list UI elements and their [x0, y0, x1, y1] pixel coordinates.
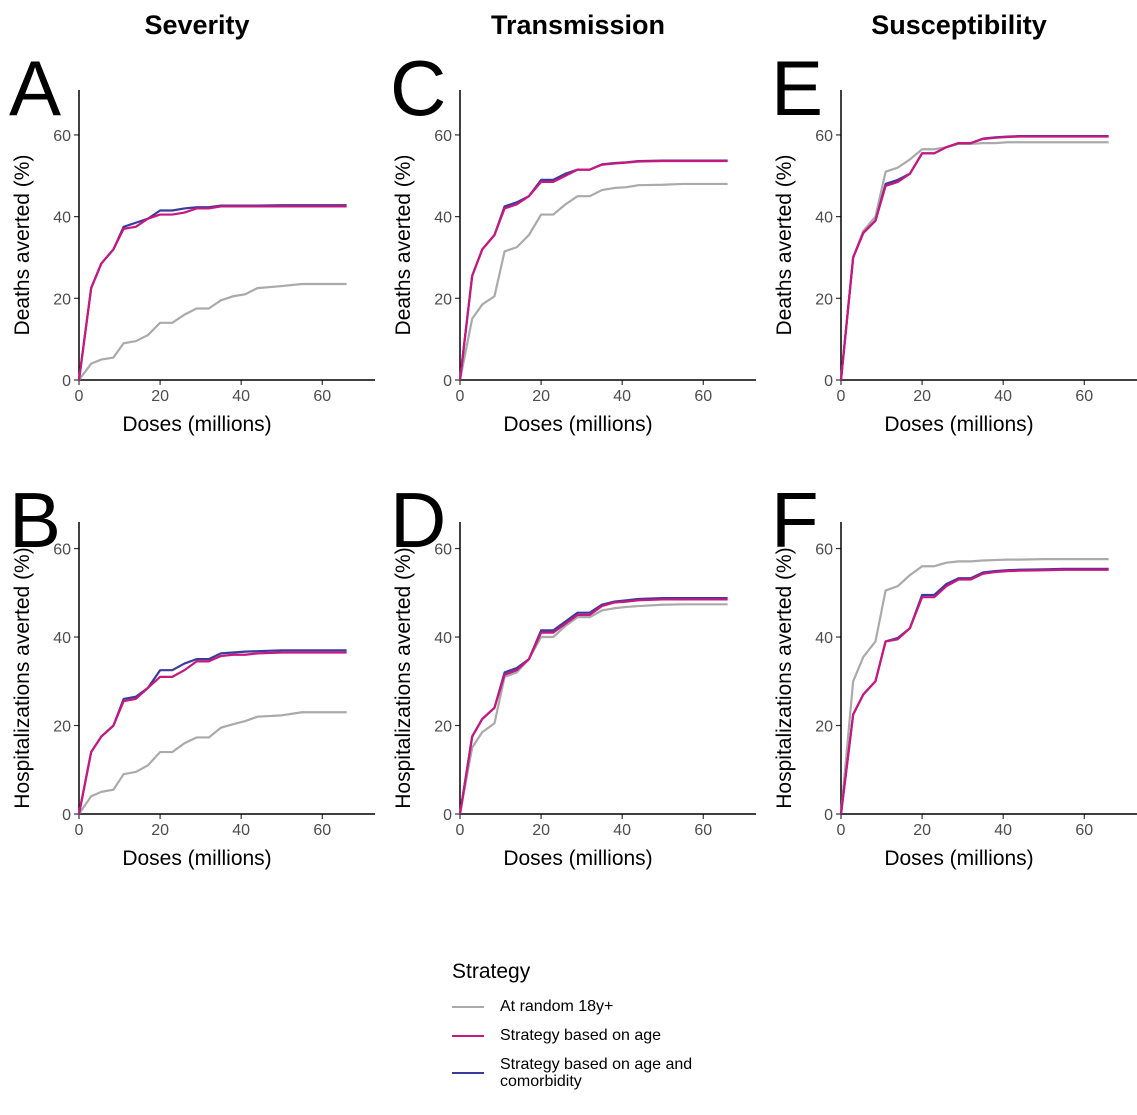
x-tick-label: 60	[694, 388, 712, 405]
series-line	[458, 603, 728, 815]
series-line	[839, 135, 1109, 381]
y-axis-label: Hospitalizations averted (%)	[11, 547, 34, 808]
series-line	[77, 651, 347, 815]
x-axis-label: Doses (millions)	[884, 413, 1033, 436]
series-line	[77, 649, 347, 815]
y-tick-label: 20	[815, 719, 833, 736]
panel-label: D	[390, 476, 446, 564]
series-line	[78, 282, 347, 381]
x-tick-label: 60	[313, 388, 331, 405]
y-tick-label: 40	[434, 210, 452, 227]
series-line	[458, 182, 728, 381]
y-tick-label: 0	[824, 373, 833, 390]
x-tick-label: 60	[313, 822, 331, 839]
y-axis-label: Deaths averted (%)	[773, 155, 796, 336]
series-line	[839, 568, 1109, 815]
x-axis-label: Doses (millions)	[884, 847, 1033, 870]
series-line	[839, 135, 1109, 381]
legend-item: Strategy based on age and comorbidity	[452, 1056, 710, 1090]
y-tick-label: 20	[815, 291, 833, 308]
panel-label: F	[771, 476, 819, 564]
y-tick-label: 0	[443, 373, 452, 390]
legend-label: At random 18y+	[500, 998, 614, 1015]
y-tick-label: 60	[434, 542, 452, 559]
y-tick-label: 60	[53, 128, 71, 145]
x-tick-label: 20	[913, 822, 931, 839]
legend: Strategy At random 18y+ Strategy based on…	[452, 960, 710, 1102]
y-tick-label: 20	[434, 291, 452, 308]
panel-label: A	[9, 44, 61, 132]
x-tick-label: 0	[75, 388, 84, 405]
panel-label: C	[390, 44, 446, 132]
legend-swatch	[452, 1005, 484, 1008]
y-tick-label: 60	[815, 128, 833, 145]
column-title: Susceptibility	[871, 10, 1047, 40]
x-tick-label: 20	[532, 388, 550, 405]
x-tick-label: 60	[1075, 822, 1093, 839]
x-axis-label: Doses (millions)	[503, 413, 652, 436]
y-axis-label: Deaths averted (%)	[11, 155, 34, 336]
series-line	[458, 159, 728, 381]
x-tick-label: 20	[913, 388, 931, 405]
y-tick-label: 20	[53, 719, 71, 736]
series-line	[77, 204, 347, 381]
series-line	[458, 598, 728, 815]
legend-item: At random 18y+	[452, 998, 710, 1015]
y-tick-label: 20	[53, 291, 71, 308]
x-tick-label: 40	[232, 388, 250, 405]
y-tick-label: 0	[824, 807, 833, 824]
column-title: Severity	[144, 10, 249, 40]
y-tick-label: 20	[434, 719, 452, 736]
x-tick-label: 40	[994, 388, 1012, 405]
x-tick-label: 0	[837, 822, 846, 839]
x-axis-label: Doses (millions)	[122, 413, 271, 436]
x-tick-label: 0	[456, 388, 465, 405]
x-tick-label: 40	[994, 822, 1012, 839]
x-axis-label: Doses (millions)	[122, 847, 271, 870]
column-title: Transmission	[491, 10, 665, 40]
x-tick-label: 20	[151, 388, 169, 405]
y-axis-label: Hospitalizations averted (%)	[392, 547, 415, 808]
x-tick-label: 60	[1075, 388, 1093, 405]
series-line	[839, 567, 1109, 815]
y-tick-label: 0	[62, 373, 71, 390]
legend-label: Strategy based on age	[500, 1027, 662, 1044]
series-line	[78, 711, 347, 815]
y-tick-label: 60	[815, 542, 833, 559]
x-tick-label: 20	[151, 822, 169, 839]
y-tick-label: 40	[53, 210, 71, 227]
y-tick-label: 60	[53, 542, 71, 559]
legend-label: Strategy based on age and comorbidity	[500, 1056, 693, 1090]
x-tick-label: 0	[456, 822, 465, 839]
x-tick-label: 0	[75, 822, 84, 839]
series-line	[77, 205, 347, 381]
legend-swatch	[452, 1034, 484, 1037]
y-tick-label: 0	[443, 807, 452, 824]
y-axis-label: Deaths averted (%)	[392, 155, 415, 336]
series-line	[458, 597, 728, 815]
x-tick-label: 20	[532, 822, 550, 839]
x-tick-label: 0	[837, 388, 846, 405]
legend-title: Strategy	[452, 960, 531, 983]
x-tick-label: 60	[694, 822, 712, 839]
panel-label: E	[771, 44, 823, 132]
legend-swatch	[452, 1072, 484, 1074]
x-axis-label: Doses (millions)	[503, 847, 652, 870]
y-tick-label: 40	[815, 210, 833, 227]
x-tick-label: 40	[613, 822, 631, 839]
y-tick-label: 60	[434, 128, 452, 145]
y-tick-label: 40	[434, 630, 452, 647]
legend-item: Strategy based on age	[452, 1027, 710, 1044]
y-axis-label: Hospitalizations averted (%)	[773, 547, 796, 808]
x-tick-label: 40	[232, 822, 250, 839]
series-line	[839, 141, 1109, 381]
y-tick-label: 0	[62, 807, 71, 824]
panel-label: B	[9, 476, 61, 564]
x-tick-label: 40	[613, 388, 631, 405]
y-tick-label: 40	[53, 630, 71, 647]
series-line	[839, 558, 1109, 815]
y-tick-label: 40	[815, 630, 833, 647]
